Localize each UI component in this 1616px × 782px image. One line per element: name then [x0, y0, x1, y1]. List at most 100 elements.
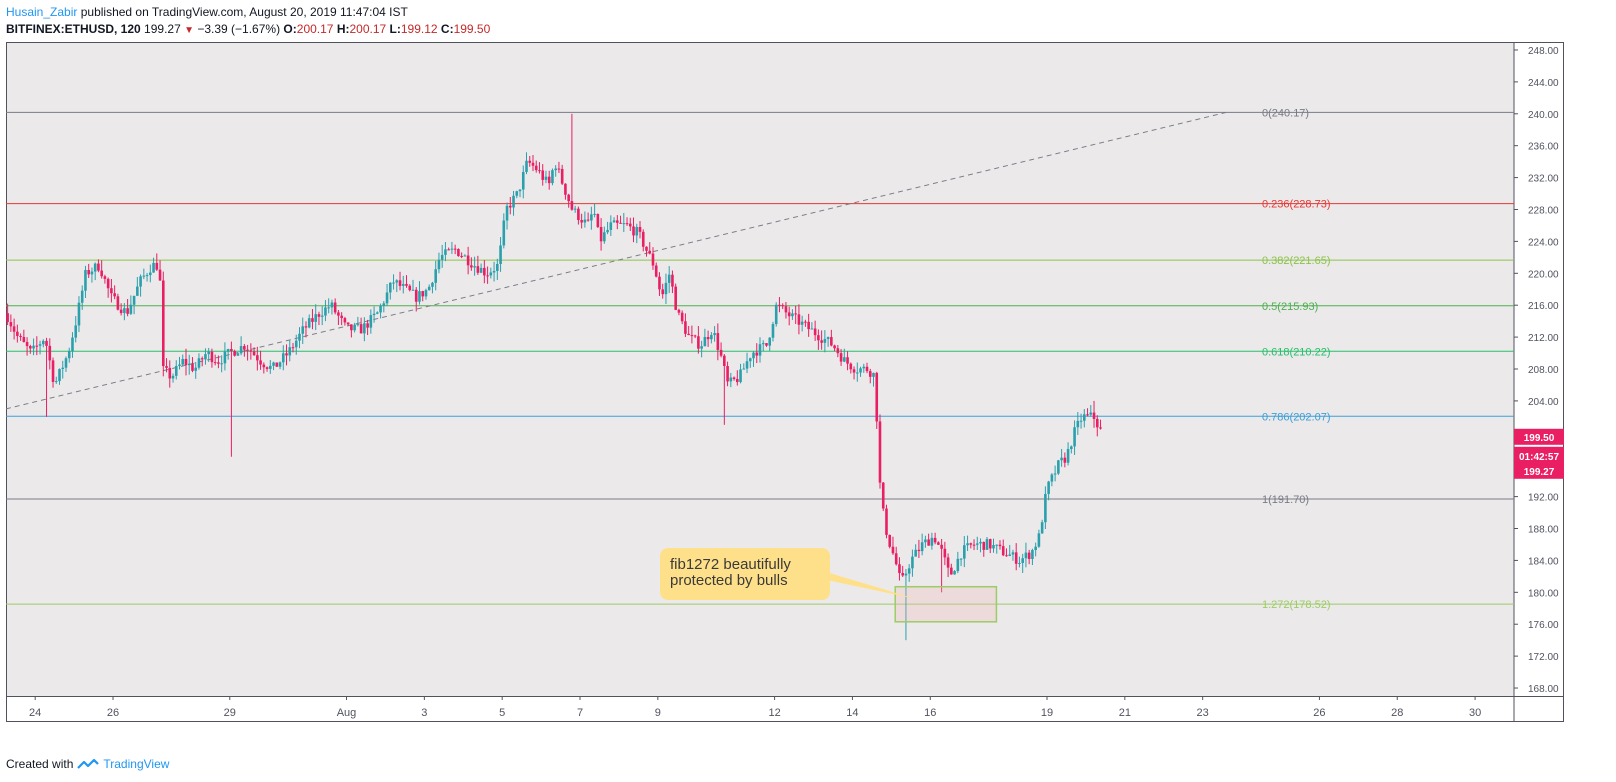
candle-body	[278, 362, 282, 367]
candle-body	[84, 269, 87, 291]
candle-body	[337, 312, 340, 316]
y-tick-label: 212.00	[1528, 333, 1559, 344]
candle-body	[567, 194, 570, 202]
candle-body	[577, 208, 580, 221]
candle-body	[444, 249, 447, 255]
candle-body	[479, 267, 483, 273]
candle-body	[518, 189, 522, 192]
candle-body	[1031, 550, 1034, 559]
candle-body	[350, 324, 353, 331]
last-close-badge	[1514, 428, 1564, 445]
candle-body	[855, 372, 859, 374]
candle-body	[314, 314, 318, 322]
candle-body	[830, 337, 833, 346]
candle-body	[690, 335, 694, 337]
candle-body	[171, 375, 175, 379]
candle-body	[700, 346, 703, 349]
highlight-box[interactable]	[894, 585, 998, 623]
candle-body	[281, 353, 285, 363]
candle-body	[852, 369, 856, 373]
candle-body	[995, 544, 999, 546]
candle-body	[505, 205, 509, 221]
candle-body	[67, 351, 71, 359]
candle-body	[233, 351, 236, 356]
candle-body	[301, 326, 305, 334]
x-tick-label: 26	[107, 707, 119, 719]
candle-body	[149, 272, 152, 276]
candle-body	[249, 350, 253, 352]
candle-body	[713, 333, 716, 336]
candle-body	[376, 312, 379, 314]
candle-body	[9, 322, 13, 327]
candle-body	[476, 266, 480, 273]
candle-body	[294, 340, 298, 348]
candle-body	[320, 315, 324, 317]
callout-box[interactable]	[660, 548, 830, 600]
candle-body	[191, 363, 194, 371]
time-axis[interactable]: 24 26 29 Aug 3 5 7 9 12 14 16 19 21 23 26 28 30	[29, 696, 1481, 719]
candle-body	[340, 315, 343, 319]
y-tick-label: 228.00	[1528, 205, 1559, 216]
author-link[interactable]: Husain_Zabir	[6, 5, 78, 19]
candle-body	[726, 365, 729, 382]
candle-body	[1060, 457, 1063, 461]
candle-body	[346, 322, 350, 325]
candle-body	[706, 336, 710, 340]
x-tick-label: 3	[421, 707, 427, 719]
candle-body	[622, 223, 626, 225]
candle-body	[1047, 481, 1050, 494]
candle-body	[680, 312, 684, 322]
tradingview-brand[interactable]: TradingView	[103, 757, 170, 771]
candle-body	[210, 351, 214, 363]
trendline-group[interactable]	[5, 111, 1227, 410]
candle-body	[817, 335, 820, 341]
candle-body	[963, 545, 966, 559]
y-tick-label: 208.00	[1528, 365, 1559, 376]
candle-body	[596, 213, 600, 228]
candle-body	[291, 347, 295, 349]
candle-body	[791, 313, 794, 317]
candle-body	[54, 381, 58, 383]
candle-body	[97, 263, 100, 271]
candle-body	[992, 545, 995, 549]
candle-body	[985, 539, 989, 550]
candle-body	[583, 219, 587, 223]
candle-body	[1034, 546, 1037, 551]
candle-body	[492, 270, 496, 273]
candle-body	[658, 276, 661, 290]
candle-body	[51, 360, 55, 382]
candle-body	[1005, 555, 1008, 557]
candle-body	[564, 183, 567, 195]
candle-body	[223, 351, 227, 364]
candle-body	[531, 162, 535, 166]
candle-body	[927, 539, 930, 546]
candle-body	[612, 220, 616, 223]
candle-body	[398, 280, 402, 286]
fib-level-label: 1.272(178.52)	[1262, 599, 1331, 611]
candle-body	[226, 349, 230, 352]
candle-body	[1011, 552, 1015, 555]
candle-body	[460, 255, 463, 257]
candle-body	[930, 537, 934, 546]
candle-body	[132, 295, 136, 305]
candle-body	[304, 326, 308, 328]
candle-body	[1018, 562, 1021, 564]
candle-body	[599, 227, 603, 242]
candle-body	[538, 170, 541, 172]
candle-body	[424, 290, 428, 297]
candle-body	[664, 282, 668, 295]
candle-body	[843, 357, 846, 362]
candle-body	[836, 348, 840, 354]
candle-body	[755, 352, 759, 356]
candle-body	[735, 378, 739, 383]
candles-group	[6, 113, 1102, 641]
candle-body	[661, 289, 665, 295]
x-tick-label: 21	[1119, 707, 1131, 719]
candle-body	[719, 349, 723, 356]
close-value: 199.50	[453, 22, 491, 36]
candle-body	[859, 368, 862, 373]
candle-body	[126, 308, 129, 314]
dashed-trendline[interactable]	[5, 111, 1227, 410]
